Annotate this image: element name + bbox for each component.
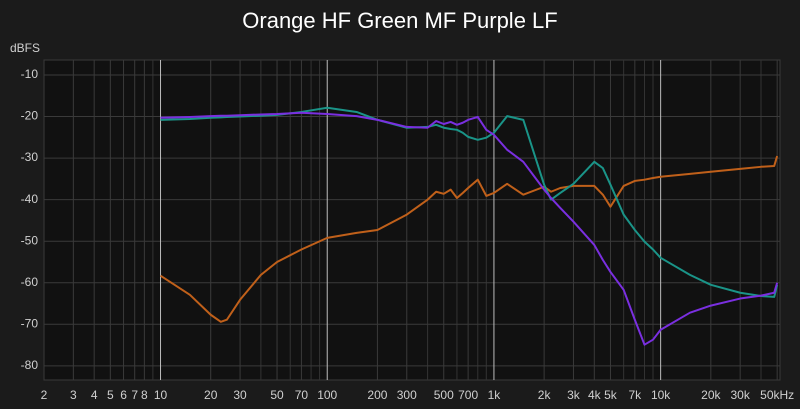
series-line	[160, 111, 779, 346]
y-tick-label: -40	[21, 192, 39, 206]
x-tick-label: 7k	[628, 388, 642, 402]
x-tick-label: 100	[317, 388, 337, 402]
y-tick-label: -60	[21, 275, 39, 289]
x-tick-label: 50kHz	[760, 388, 794, 402]
y-tick-label: -80	[21, 358, 39, 372]
x-tick-label: 6	[120, 388, 127, 402]
y-tick-label: -30	[21, 150, 39, 164]
x-tick-label: 8	[141, 388, 148, 402]
x-tick-label: 3	[70, 388, 77, 402]
x-tick-label: 700	[458, 388, 478, 402]
x-tick-label: 4k	[588, 388, 602, 402]
y-tick-label: -70	[21, 316, 39, 330]
x-tick-label: 2k	[538, 388, 552, 402]
x-tick-label: 7	[131, 388, 138, 402]
x-tick-label: 500	[434, 388, 454, 402]
x-tick-label: 20k	[701, 388, 721, 402]
y-tick-label: -10	[21, 67, 39, 81]
chart-title: Orange HF Green MF Purple LF	[242, 8, 557, 33]
x-tick-label: 3k	[567, 388, 581, 402]
y-axis-label: dBFS	[10, 41, 40, 55]
x-tick-label: 1k	[488, 388, 502, 402]
x-tick-label: 30	[233, 388, 247, 402]
x-tick-label: 70	[295, 388, 309, 402]
x-tick-label: 2	[41, 388, 48, 402]
x-tick-label: 10	[154, 388, 168, 402]
x-tick-label: 4	[91, 388, 98, 402]
x-tick-label: 20	[204, 388, 218, 402]
y-tick-label: -20	[21, 109, 39, 123]
y-tick-label: -50	[21, 233, 39, 247]
x-tick-label: 5	[107, 388, 114, 402]
plot-area	[43, 59, 781, 381]
x-tick-label: 200	[367, 388, 387, 402]
x-tick-label: 50	[270, 388, 284, 402]
series-line	[159, 155, 779, 323]
x-tick-label: 10k	[651, 388, 671, 402]
x-tick-label: 30k	[730, 388, 750, 402]
x-tick-label: 300	[397, 388, 417, 402]
x-tick-label: 5k	[604, 388, 618, 402]
